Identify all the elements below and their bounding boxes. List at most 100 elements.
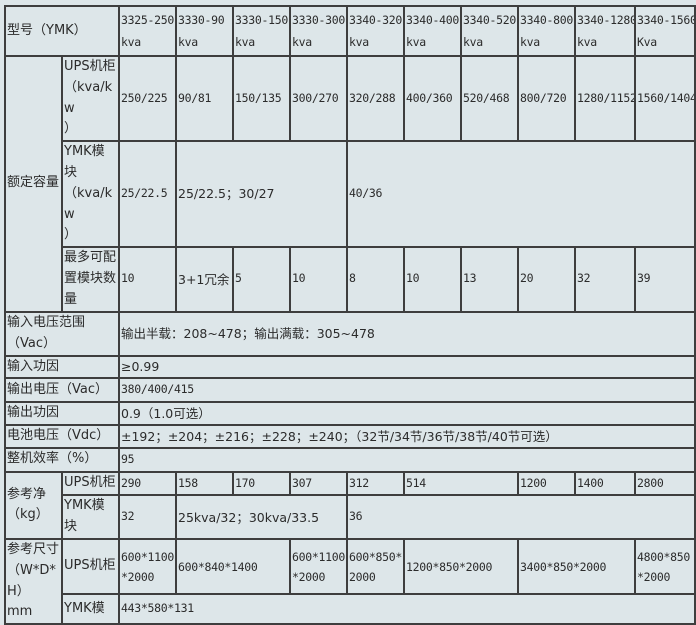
- model-name: 3325-250: [121, 13, 174, 27]
- spec-row-input-voltage-range: 输入电压范围 （Vac） 输出半载：208~478；输出满载：305~478: [4, 310, 696, 357]
- weight-value-cell: 514: [403, 470, 519, 497]
- dimensions-module-row: YMK模 443*580*131: [5, 593, 696, 625]
- model-header-cell: 3340-520 kva: [460, 5, 519, 57]
- spec-label: 输入电压范围 （Vac）: [4, 310, 120, 357]
- net-weight-label: 参考净 （kg）: [4, 470, 63, 541]
- spec-row-output-power-factor: 输出功因 0.9（1.0可选）: [4, 401, 696, 426]
- spec-label: 输出电压（Vac）: [4, 377, 120, 404]
- max-modules-label: 最多可配 置模块数 量: [61, 246, 120, 313]
- ups-spec-table: 型号（YMK） 3325-250 kva 3330-90 kva 3330-150 k…: [4, 5, 696, 625]
- spec-value: 输出半载：208~478；输出满载：305~478: [118, 310, 696, 357]
- module-capacity-value-cell: 25/22.5: [118, 140, 177, 249]
- dimension-value-cell: 1200*850*2000: [403, 538, 519, 596]
- rated-capacity-label: 额定容量: [4, 55, 63, 313]
- capacity-value-cell: 520/468: [460, 54, 519, 143]
- weight-value-cell: 312: [346, 470, 405, 497]
- model-header-cell: 3330-150 kva: [232, 5, 291, 57]
- spec-value: 95: [118, 446, 696, 473]
- spec-label: 输入功因: [4, 354, 120, 380]
- dimension-value-cell: 600*1100*2000: [289, 538, 348, 596]
- dimension-value-cell: 3400*850*2000: [517, 538, 636, 596]
- model-unit: kva: [520, 35, 540, 49]
- ymk-module-capacity-label: YMK模块 （kva/kw ）: [61, 140, 120, 249]
- model-name: 3330-90: [178, 13, 225, 27]
- spec-label: 输出功因: [4, 401, 120, 426]
- capacity-value-cell: 150/135: [232, 54, 291, 143]
- model-unit: kva: [406, 35, 426, 49]
- weight-value-cell: 290: [118, 470, 177, 497]
- model-header-cell: 3340-1280 kva: [574, 5, 636, 57]
- spec-value: ±192；±204；±216；±228；±240；（32节/34节/36节/38…: [118, 424, 696, 449]
- model-header-cell: 3340-320 kva: [346, 5, 405, 57]
- model-name: 3330-150: [235, 13, 288, 27]
- dimension-value-cell: 600*1100*2000: [118, 538, 177, 596]
- model-name: 3340-1560: [637, 13, 695, 27]
- model-row-label: 型号（YMK）: [4, 5, 120, 57]
- dimension-value-cell: 443*580*131: [118, 593, 696, 625]
- max-modules-value-cell: 10: [403, 246, 462, 313]
- weight-module-label: YMK模块: [61, 494, 120, 541]
- max-modules-value-cell: 5: [232, 246, 291, 313]
- ups-cabinet-capacity-row: 额定容量 UPS机柜 （kva/kw ） 250/225 90/81 150/1…: [4, 54, 696, 313]
- capacity-value-cell: 1280/1152: [574, 54, 636, 143]
- spec-row-output-voltage: 输出电压（Vac） 380/400/415: [4, 377, 696, 404]
- spec-row-efficiency: 整机效率（%） 95: [4, 446, 696, 473]
- weight-value-cell: 307: [289, 470, 348, 497]
- model-unit: kva: [121, 35, 141, 49]
- capacity-value-cell: 90/81: [175, 54, 234, 143]
- dimensions-label: 参考尺寸 （W*D*H） mm: [4, 538, 63, 625]
- model-header-cell: 3340-400 kva: [403, 5, 462, 57]
- model-unit: kva: [349, 35, 369, 49]
- weight-value-cell: 170: [232, 470, 291, 497]
- model-name: 3340-520: [463, 13, 516, 27]
- weight-ups-label: UPS机柜: [61, 470, 120, 497]
- model-unit: kva: [463, 35, 483, 49]
- capacity-value-cell: 250/225: [118, 54, 177, 143]
- max-modules-value-cell: 20: [517, 246, 576, 313]
- max-modules-value-cell: 39: [634, 246, 696, 313]
- model-name: 3330-300: [292, 13, 345, 27]
- capacity-value-cell: 300/270: [289, 54, 348, 143]
- weight-value-cell: 2800: [634, 470, 696, 497]
- max-modules-value-cell: 10: [118, 246, 177, 313]
- model-header-cell: 3325-250 kva: [118, 5, 177, 57]
- weight-value-cell: 158: [175, 470, 234, 497]
- max-modules-value-cell: 3+1冗余: [175, 246, 234, 313]
- model-unit: kva: [235, 35, 255, 49]
- ups-cabinet-capacity-label: UPS机柜 （kva/kw ）: [61, 54, 120, 143]
- model-header-cell: 3330-90 kva: [175, 5, 234, 57]
- spec-label: 电池电压（Vdc）: [4, 424, 120, 449]
- capacity-value-cell: 1560/1404: [634, 54, 696, 143]
- max-modules-value-cell: 32: [574, 246, 636, 313]
- spec-row-battery-voltage: 电池电压（Vdc） ±192；±204；±216；±228；±240；（32节/…: [4, 424, 696, 449]
- model-header-row: 型号（YMK） 3325-250 kva 3330-90 kva 3330-150 k…: [4, 5, 696, 57]
- capacity-value-cell: 800/720: [517, 54, 576, 143]
- model-unit: Kva: [637, 35, 657, 49]
- weight-value-cell: 36: [346, 494, 696, 541]
- spec-row-input-power-factor: 输入功因 ≥0.99: [4, 354, 696, 380]
- model-name: 3340-1280: [577, 13, 635, 27]
- spec-value: ≥0.99: [118, 354, 696, 380]
- max-modules-value-cell: 13: [460, 246, 519, 313]
- model-name: 3340-320: [349, 13, 402, 27]
- weight-module-row: YMK模块 32 25kva/32；30kva/33.5 36: [5, 494, 696, 541]
- weight-value-cell: 1400: [574, 470, 636, 497]
- model-unit: kva: [292, 35, 312, 49]
- module-capacity-value-cell: 25/22.5；30/27: [175, 140, 348, 249]
- model-name: 3340-800: [520, 13, 573, 27]
- max-modules-value-cell: 10: [289, 246, 348, 313]
- dimensions-ups-label: UPS机柜: [61, 538, 120, 596]
- max-modules-row: 最多可配 置模块数 量 10 3+1冗余 5 10 8 10 13 20 32 …: [5, 246, 696, 313]
- model-header-cell: 3330-300 kva: [289, 5, 348, 57]
- dimension-value-cell: 4800*850*2000: [634, 538, 696, 596]
- weight-ups-row: 参考净 （kg） UPS机柜 290 158 170 307 312 514 1…: [4, 470, 696, 541]
- spec-value: 380/400/415: [118, 377, 696, 404]
- max-modules-value-cell: 8: [346, 246, 405, 313]
- dimensions-ups-row: 参考尺寸 （W*D*H） mm UPS机柜 600*1100*2000 600*…: [4, 538, 696, 625]
- weight-value-cell: 32: [118, 494, 177, 541]
- model-name: 3340-400: [406, 13, 459, 27]
- capacity-value-cell: 400/360: [403, 54, 462, 143]
- dimension-value-cell: 600*840*1400: [175, 538, 291, 596]
- spec-label: 整机效率（%）: [4, 446, 120, 473]
- model-header-cell: 3340-1560 Kva: [634, 5, 696, 57]
